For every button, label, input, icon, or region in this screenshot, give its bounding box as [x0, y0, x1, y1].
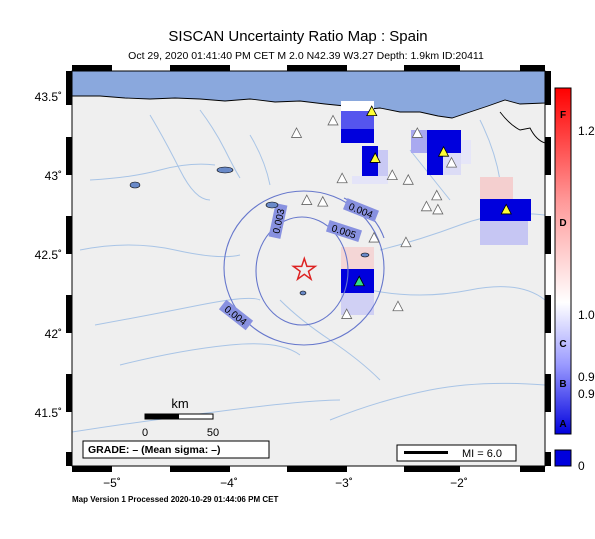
- latitude-labels: 43.5˚ 43˚ 42.5˚ 42˚ 41.5˚: [35, 90, 62, 420]
- lon-tick-label: −5˚: [103, 476, 121, 490]
- station-triangle-icon: [411, 127, 424, 138]
- contour-label: 0.003: [271, 208, 287, 235]
- lon-tick-label: −4˚: [220, 476, 238, 490]
- station-triangle-icon: [400, 236, 412, 248]
- colorbar-value: 0: [578, 459, 585, 473]
- province-border: [499, 111, 545, 144]
- station-triangle-icon: [317, 195, 329, 207]
- station-triangle-icon: [366, 105, 378, 116]
- station-triangle-icon: [369, 152, 381, 163]
- colorbar-letter: B: [559, 379, 566, 390]
- processed-footer: Map Version 1 Processed 2020-10-29 01:44…: [72, 495, 278, 504]
- colorbar-value: 1.2: [578, 124, 595, 138]
- station-triangle-icon: [445, 156, 458, 168]
- scale-bar: km 0 50: [142, 396, 219, 439]
- grade-text: GRADE: – (Mean sigma: –): [88, 444, 220, 456]
- longitude-labels: −5˚ −4˚ −3˚ −2˚: [103, 476, 468, 490]
- lakes: [129, 166, 370, 296]
- station-triangle-icon: [353, 275, 365, 287]
- lat-tick-label: 41.5˚: [35, 406, 62, 420]
- scale-start: 0: [142, 427, 148, 439]
- station-triangle-icon: [368, 231, 380, 243]
- scale-end: 50: [207, 427, 219, 439]
- land-background: [72, 71, 545, 466]
- colorbar: F D C B A 1.2 1.0 0.9 0.9 0: [554, 87, 595, 473]
- mi-legend-text: MI = 6.0: [462, 448, 502, 460]
- scale-unit: km: [171, 396, 188, 411]
- grade-box: GRADE: – (Mean sigma: –): [82, 440, 270, 459]
- map-title: SISCAN Uncertainty Ratio Map : Spain: [168, 28, 427, 45]
- station-triangle-icon: [386, 169, 398, 181]
- colorbar-value: 0.9: [578, 370, 595, 384]
- station-triangle-icon: [402, 173, 414, 185]
- station-triangle-icon: [341, 308, 353, 319]
- station-triangle-icon: [420, 200, 433, 212]
- station-triangle-icon: [432, 203, 444, 215]
- lat-tick-label: 43˚: [45, 169, 62, 183]
- map-frame-ticks: [66, 65, 551, 472]
- station-triangle-icon: [431, 189, 443, 201]
- lat-tick-label: 42.5˚: [35, 248, 62, 262]
- cell-group-4: [341, 247, 374, 315]
- station-triangle-icon: [290, 127, 303, 138]
- colorbar-letter: D: [559, 218, 566, 229]
- station-triangle-icon: [327, 114, 339, 126]
- lat-tick-label: 42˚: [45, 327, 62, 341]
- epicenter-star-icon: [291, 256, 318, 282]
- station-triangle-icon: [437, 145, 450, 157]
- station-triangle-icon: [392, 300, 404, 312]
- colorbar-letter: F: [560, 110, 566, 121]
- colorbar-gradient: [554, 87, 572, 435]
- lat-tick-label: 43.5˚: [35, 90, 62, 104]
- lon-tick-label: −2˚: [450, 476, 468, 490]
- colorbar-value: 1.0: [578, 308, 595, 322]
- colorbar-value: 0.9: [578, 387, 595, 401]
- lon-tick-label: −3˚: [335, 476, 353, 490]
- map-subtitle: Oct 29, 2020 01:41:40 PM CET M 2.0 N42.3…: [128, 50, 484, 62]
- cell-group-1: [341, 101, 388, 184]
- colorbar-letter: C: [559, 339, 566, 350]
- station-triangle-icon: [336, 172, 348, 184]
- station-markers: [290, 105, 512, 319]
- colorbar-bottom-swatch: [554, 449, 572, 467]
- station-triangle-icon: [500, 203, 512, 215]
- mi-legend: MI = 6.0: [396, 444, 517, 462]
- station-triangle-icon: [301, 194, 313, 205]
- colorbar-letter: A: [559, 419, 566, 430]
